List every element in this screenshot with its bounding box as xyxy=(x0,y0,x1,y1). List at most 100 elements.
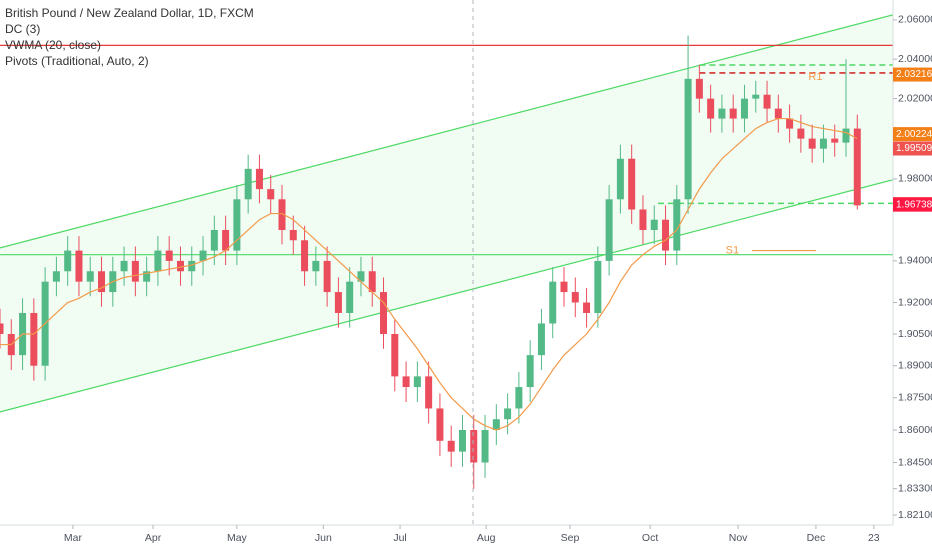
candle-body xyxy=(808,138,816,149)
candle-body xyxy=(244,168,252,200)
candle-body xyxy=(391,334,399,377)
candle-body xyxy=(549,281,557,324)
price-label-bg xyxy=(893,197,932,212)
pivot-label: S1 xyxy=(726,244,739,256)
y-tick-label: 1.98000 xyxy=(898,173,932,185)
candle-body xyxy=(504,408,512,420)
x-tick-label: May xyxy=(227,532,248,544)
candle-body xyxy=(267,189,275,200)
candle-body xyxy=(222,229,230,251)
x-tick-label: Jul xyxy=(393,532,406,544)
candle-body xyxy=(583,302,591,313)
candle-body xyxy=(402,376,410,388)
candle-body xyxy=(30,312,38,366)
candle-body xyxy=(334,292,342,313)
y-tick-label: 1.90500 xyxy=(898,328,932,340)
candle-body xyxy=(526,355,534,388)
candle-body xyxy=(673,199,681,251)
y-tick-label: 1.89000 xyxy=(898,360,932,372)
candle-body xyxy=(594,260,602,313)
candle-body xyxy=(740,98,748,119)
candle-body xyxy=(289,229,297,241)
channel-line xyxy=(0,14,894,249)
price-label-bg xyxy=(893,127,932,142)
candle-body xyxy=(831,138,839,143)
candle-body xyxy=(752,94,760,99)
y-tick-label: 1.92000 xyxy=(898,296,932,308)
price-label: 2.00224 xyxy=(896,129,932,140)
candle-body xyxy=(176,260,184,272)
candle-body xyxy=(470,429,478,463)
channel-fill xyxy=(0,14,893,412)
candle-body xyxy=(650,219,658,230)
candle-body xyxy=(131,260,139,282)
candle-body xyxy=(571,292,579,303)
candle-body xyxy=(199,250,207,261)
candle-body xyxy=(786,118,794,129)
x-tick-label: Aug xyxy=(477,532,496,544)
pivot-label: R1 xyxy=(808,71,822,83)
candle-body xyxy=(447,440,455,452)
candle-body xyxy=(695,78,703,99)
price-label: 1.96738 xyxy=(896,199,932,210)
x-tick-label: Oct xyxy=(642,532,658,544)
candle-body xyxy=(774,108,782,119)
candle-body xyxy=(210,229,218,251)
price-label-bg xyxy=(893,67,932,82)
candle-body xyxy=(707,98,715,119)
y-tick-label: 1.83300 xyxy=(898,482,932,494)
candle-body xyxy=(819,138,827,149)
candle-body xyxy=(842,128,850,143)
y-tick-label: 2.06000 xyxy=(898,14,932,26)
candle-body xyxy=(560,281,568,293)
candle-body xyxy=(639,209,647,230)
candle-body xyxy=(605,199,613,261)
candle-body xyxy=(628,158,636,210)
candle-body xyxy=(154,250,162,272)
x-tick-label: 23 xyxy=(868,532,880,544)
candle-body xyxy=(797,128,805,139)
candle-body xyxy=(233,199,241,251)
candle-body xyxy=(729,108,737,119)
candle-body xyxy=(853,128,861,206)
legend-indicator: DC (3) xyxy=(5,22,40,36)
x-tick-label: Mar xyxy=(64,532,83,544)
candle-body xyxy=(436,408,444,441)
candle-body xyxy=(143,271,151,282)
candle-body xyxy=(0,323,4,335)
candle-body xyxy=(684,78,692,200)
legend-indicator: Pivots (Traditional, Auto, 2) xyxy=(5,54,149,68)
candle-body xyxy=(492,419,500,430)
candle-body xyxy=(312,260,320,272)
price-label-bg xyxy=(893,141,932,156)
x-tick-label: Jun xyxy=(315,532,332,544)
candle-body xyxy=(458,429,466,452)
candle-body xyxy=(662,219,670,251)
y-tick-label: 2.04000 xyxy=(898,53,932,65)
vwma-line xyxy=(0,117,858,431)
candle-body xyxy=(515,387,523,409)
candle-body xyxy=(301,240,309,272)
x-tick-label: Apr xyxy=(145,532,162,544)
x-tick-label: Nov xyxy=(729,532,748,544)
price-label: 2.03216 xyxy=(896,69,932,80)
candle-body xyxy=(165,250,173,261)
legend-indicator: VWMA (20, close) xyxy=(5,38,101,52)
candle-body xyxy=(425,376,433,409)
y-tick-label: 1.86000 xyxy=(898,424,932,436)
candle-body xyxy=(380,292,388,335)
y-tick-label: 2.02000 xyxy=(898,92,932,104)
candle-body xyxy=(75,250,83,282)
plot-area: R1 S1 xyxy=(0,14,894,489)
candle-body xyxy=(323,260,331,293)
candle-body xyxy=(255,168,263,190)
y-tick-label: 1.84500 xyxy=(898,456,932,468)
y-tick-label: 1.82100 xyxy=(898,509,932,521)
candle-body xyxy=(86,271,94,282)
candle-body xyxy=(413,376,421,388)
candle-body xyxy=(120,260,128,272)
price-label: 1.99509 xyxy=(896,143,932,154)
